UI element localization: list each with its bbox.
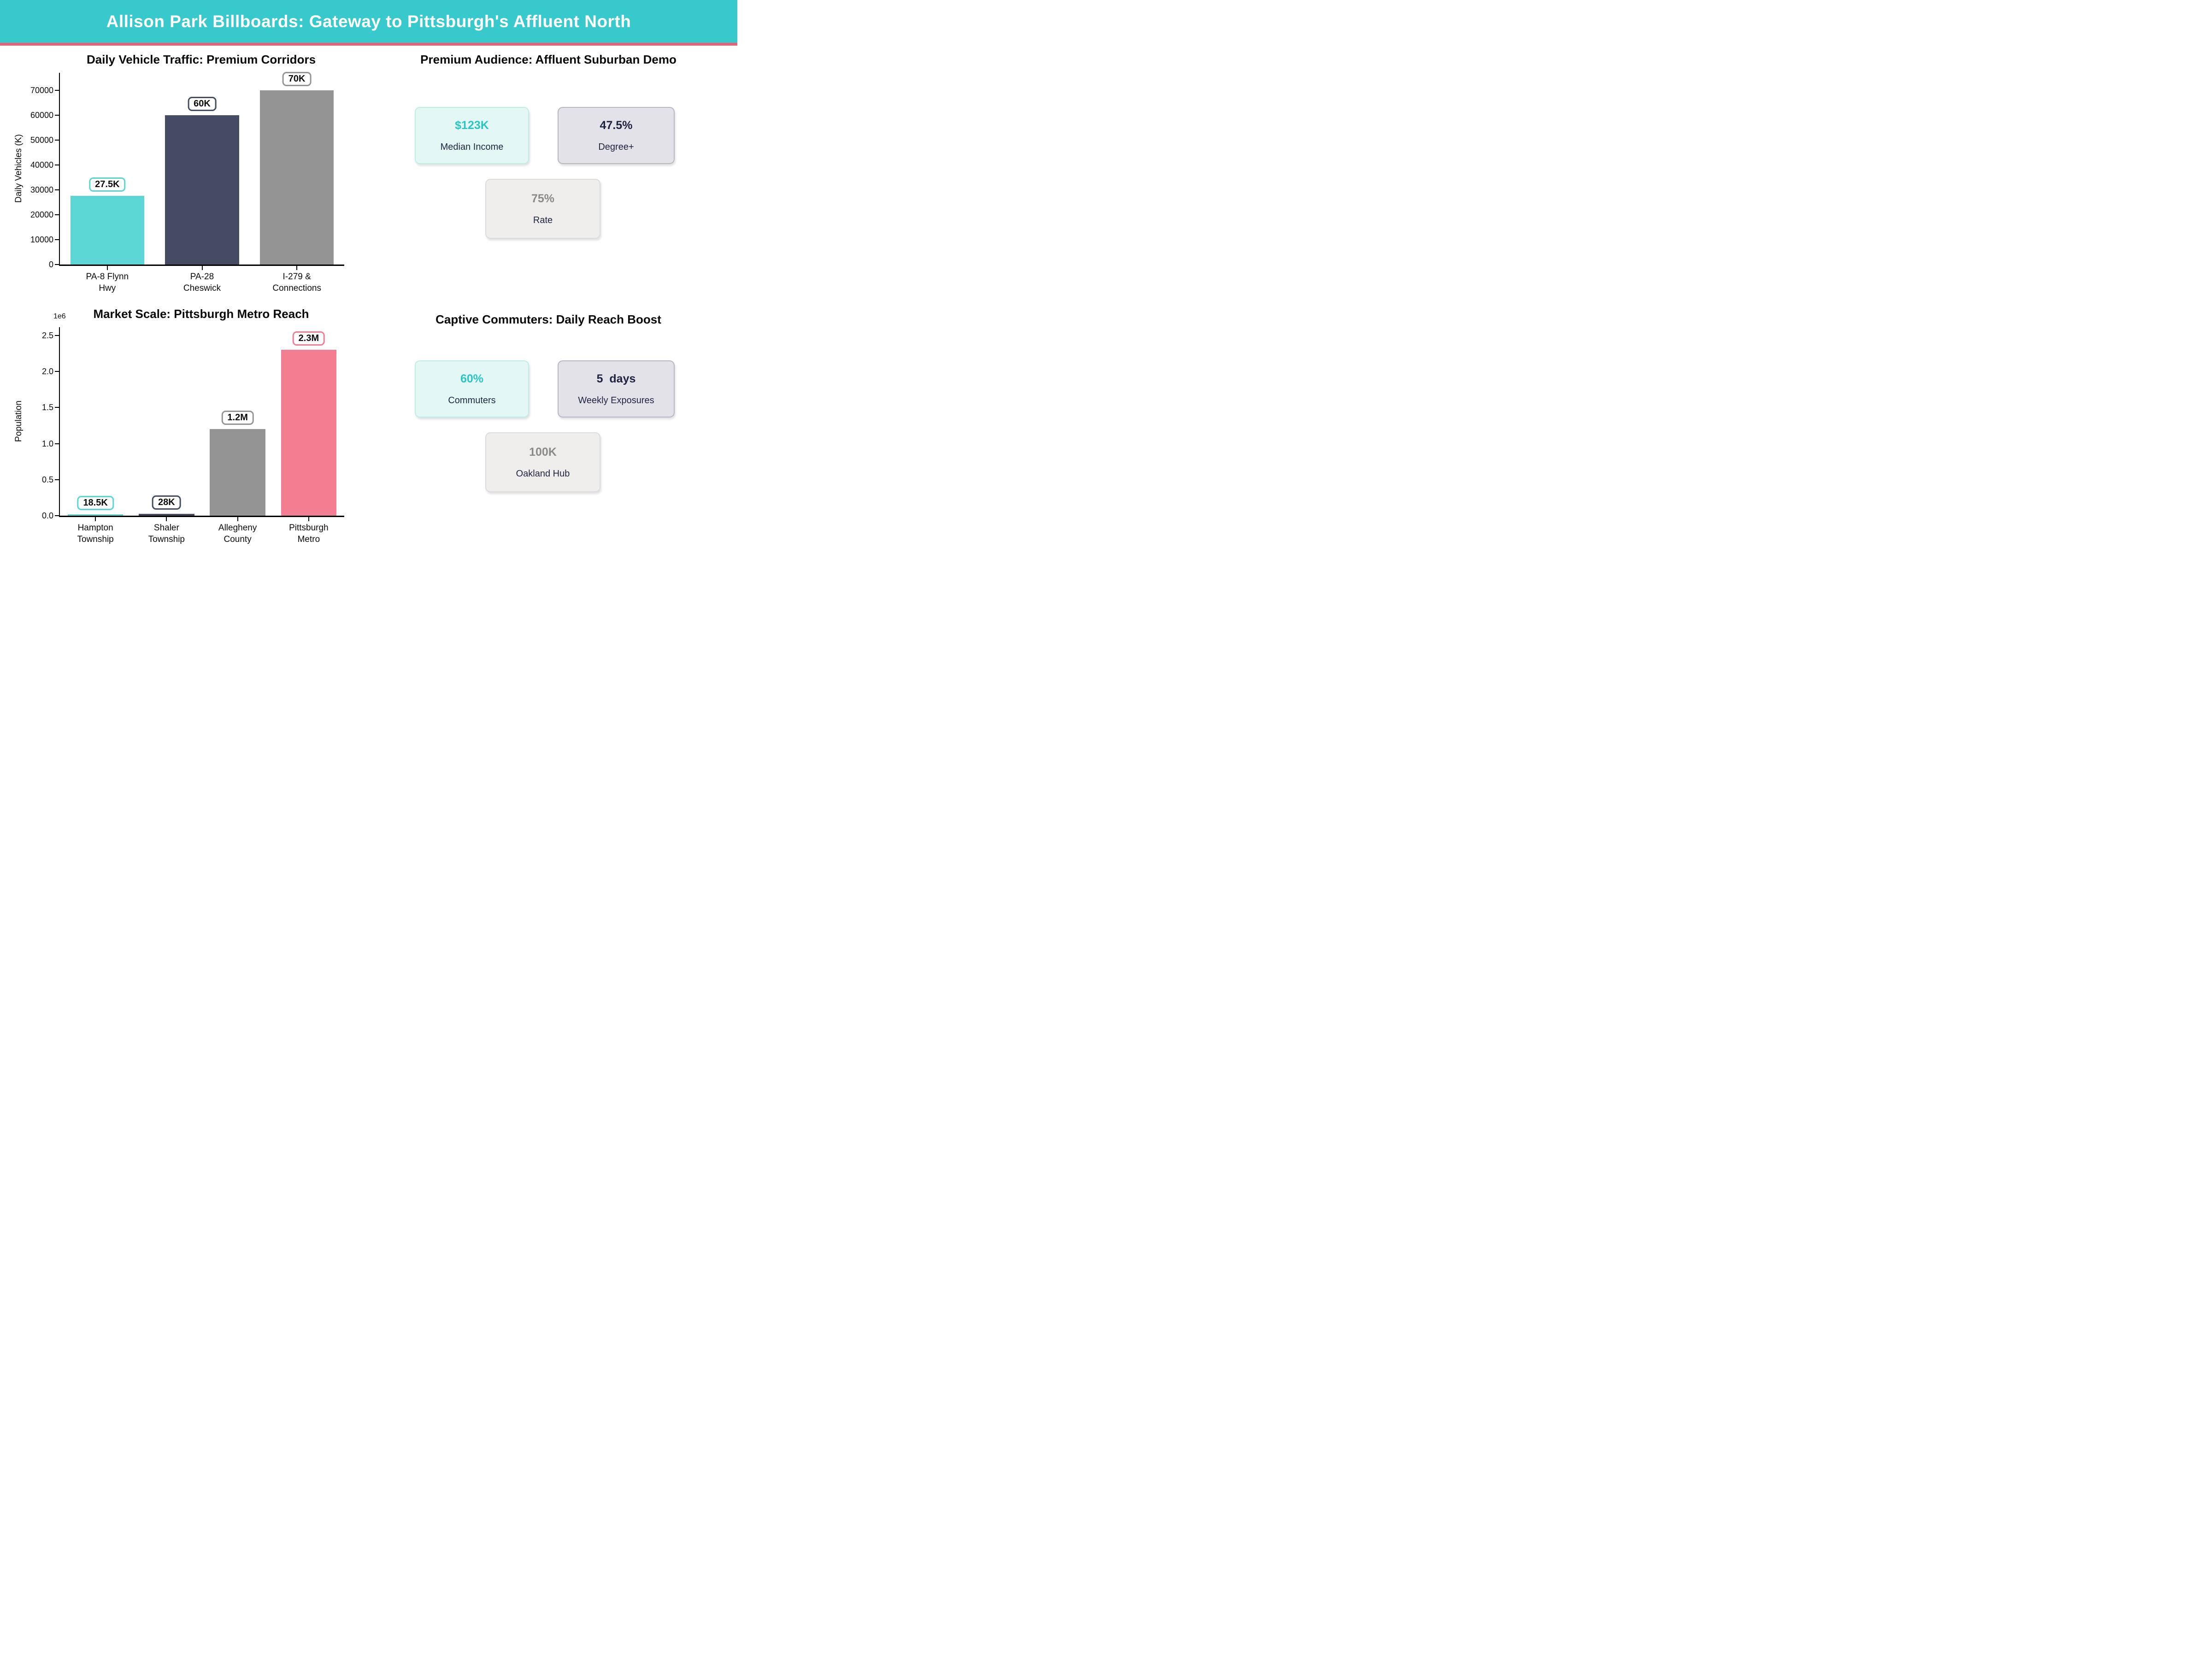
y-tick-label: 1.0 xyxy=(41,439,53,448)
x-tick-mark xyxy=(166,517,167,521)
y-tick-label: 0.0 xyxy=(41,511,53,520)
bar-value-label: 60K xyxy=(188,96,217,111)
x-category-label: Pittsburgh Metro xyxy=(289,523,329,544)
y-tick-label: 30000 xyxy=(30,185,53,194)
y-tick-label: 60000 xyxy=(30,110,53,120)
stat-value-degree: 47.5% xyxy=(600,118,633,132)
y-tick-mark xyxy=(55,239,59,240)
bar xyxy=(281,350,337,516)
x-category-label: Shaler Township xyxy=(148,523,185,544)
app-header: Allison Park Billboards: Gateway to Pitt… xyxy=(0,0,737,43)
bar xyxy=(210,429,265,516)
x-tick-mark xyxy=(95,517,96,521)
stat-label-rate: Rate xyxy=(533,215,553,225)
y-tick-mark xyxy=(55,189,59,190)
bar-value-label: 1.2M xyxy=(221,411,254,425)
stat-value-commuters: 60% xyxy=(460,372,484,385)
y-tick-label: 0 xyxy=(48,260,53,269)
bar-value-label: 27.5K xyxy=(89,177,126,192)
infographic-page: Allison Park Billboards: Gateway to Pitt… xyxy=(0,0,737,553)
y-tick-mark xyxy=(55,214,59,215)
y-tick-mark xyxy=(55,407,59,408)
bar xyxy=(67,514,124,516)
commuters-panel: Captive Commuters: Daily Reach Boost 60%… xyxy=(369,312,728,492)
bar xyxy=(165,115,239,265)
market-y-offset-label: 1e6 xyxy=(53,312,66,320)
y-tick-mark xyxy=(55,114,59,116)
bar-value-label: 2.3M xyxy=(292,331,325,346)
stat-card-median-income: $123K Median Income xyxy=(415,107,529,164)
stat-value-oakland-hub: 100K xyxy=(529,445,557,459)
x-tick-mark xyxy=(106,266,108,270)
chart-title-traffic: Daily Vehicle Traffic: Premium Corridors xyxy=(86,53,316,66)
stat-value-median-income: $123K xyxy=(455,118,489,132)
chart-title-market: Market Scale: Pittsburgh Metro Reach xyxy=(93,307,309,321)
y-tick-label: 10000 xyxy=(30,235,53,244)
page-title: Allison Park Billboards: Gateway to Pitt… xyxy=(106,12,631,31)
x-tick-mark xyxy=(308,517,309,521)
stat-card-commuters: 60% Commuters xyxy=(415,360,529,418)
stat-card-oakland-hub: 100K Oakland Hub xyxy=(485,432,600,492)
y-tick-label: 20000 xyxy=(30,210,53,219)
panel-title-audience: Premium Audience: Affluent Suburban Demo xyxy=(420,53,677,66)
bar xyxy=(139,513,194,516)
traffic-y-axis-label: Daily Vehicles (K) xyxy=(14,134,24,203)
x-tick-mark xyxy=(296,266,298,270)
x-category-label: Allegheny County xyxy=(218,523,257,544)
market-plot-area: Population 1e6 0.0 0.5 1.0 1.5 2.0 2.5 18.5K Ha… xyxy=(14,312,344,544)
audience-panel: Premium Audience: Affluent Suburban Demo… xyxy=(369,52,728,239)
y-tick-label: 70000 xyxy=(30,85,53,95)
bar-value-label: 28K xyxy=(152,495,181,510)
y-tick-label: 50000 xyxy=(30,135,53,145)
y-tick-label: 0.5 xyxy=(41,475,53,484)
x-tick-mark xyxy=(201,266,203,270)
traffic-plot-area: Daily Vehicles (K) 0 10000 20000 30000 40000… xyxy=(14,71,344,293)
y-tick-label: 2.0 xyxy=(41,367,53,377)
bar xyxy=(259,90,334,265)
stat-card-degree: 47.5% Degree+ xyxy=(558,107,675,164)
x-category-label: I-279 & Connections xyxy=(272,272,321,293)
stat-card-rate: 75% Rate xyxy=(485,179,600,239)
y-tick-mark xyxy=(55,264,59,265)
stat-label-degree: Degree+ xyxy=(598,141,634,152)
stat-value-rate: 75% xyxy=(531,192,555,205)
y-tick-mark xyxy=(55,443,59,444)
x-category-label: PA-8 Flynn Hwy xyxy=(86,272,129,293)
y-tick-mark xyxy=(55,89,59,91)
market-bar-chart: Market Scale: Pittsburgh Metro Reach Pop… xyxy=(14,306,344,544)
market-y-axis-label: Population xyxy=(14,400,24,442)
y-tick-mark xyxy=(55,139,59,141)
x-tick-mark xyxy=(237,517,238,521)
stat-label-commuters: Commuters xyxy=(448,395,496,406)
stat-label-oakland-hub: Oakland Hub xyxy=(516,468,570,479)
accent-divider xyxy=(0,43,737,46)
stat-value-weekly-exposures: 5 days xyxy=(596,372,636,385)
y-tick-mark xyxy=(55,335,59,336)
y-tick-mark xyxy=(55,479,59,480)
y-tick-label: 1.5 xyxy=(41,403,53,412)
stat-label-median-income: Median Income xyxy=(440,141,504,152)
bar-value-label: 18.5K xyxy=(77,496,114,511)
y-tick-mark xyxy=(55,515,59,516)
panel-title-commuters: Captive Commuters: Daily Reach Boost xyxy=(435,312,661,326)
stat-label-weekly-exposures: Weekly Exposures xyxy=(578,395,654,406)
bar-value-label: 70K xyxy=(282,71,312,86)
bar xyxy=(70,196,145,265)
y-tick-mark xyxy=(55,371,59,372)
y-tick-label: 40000 xyxy=(30,160,53,170)
y-tick-label: 2.5 xyxy=(41,331,53,340)
stat-card-weekly-exposures: 5 days Weekly Exposures xyxy=(558,360,675,418)
traffic-bar-chart: Daily Vehicle Traffic: Premium Corridors… xyxy=(14,52,344,293)
x-category-label: PA-28 Cheswick xyxy=(183,272,221,293)
x-category-label: Hampton Township xyxy=(77,523,114,544)
